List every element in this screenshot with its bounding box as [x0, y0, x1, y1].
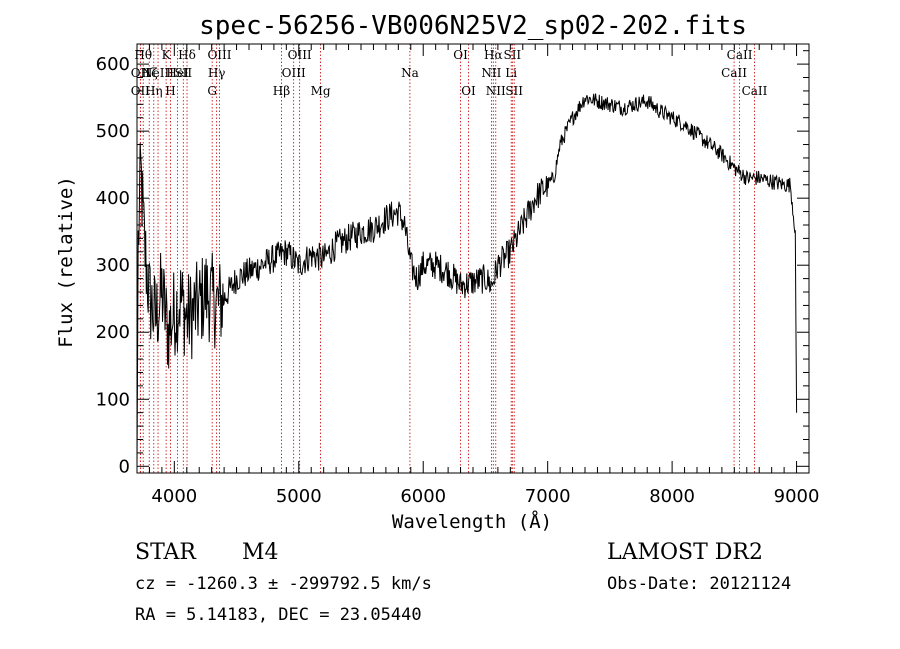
object-class: STAR	[135, 540, 196, 565]
y-tick-label-5: 500	[96, 121, 130, 142]
plot-frame	[136, 43, 810, 474]
y-tick-label-2: 200	[96, 322, 130, 343]
x-tick-label-1: 5000	[276, 486, 322, 507]
survey-name: LAMOST DR2	[607, 540, 763, 565]
line-label-17: Mg	[311, 84, 331, 98]
y-axis-label: Flux (relative)	[55, 176, 77, 348]
x-tick-label-3: 7000	[525, 486, 571, 507]
line-label-20: OI	[461, 84, 476, 98]
coordinates: RA = 5.14183, DEC = 23.05440	[135, 605, 422, 625]
y-tick-label-0: 0	[119, 456, 130, 477]
y-tick-label-6: 600	[96, 54, 130, 75]
line-label-28: CaII	[727, 48, 753, 62]
observation-date: Obs-Date: 20121124	[607, 574, 792, 594]
line-label-5: NeIII	[142, 66, 174, 80]
line-label-7: H	[165, 84, 175, 98]
emission-line-labels: HθOIIOIIHζHηNeIIIKHHeISIIHδGHγOIIIHβOIII…	[131, 48, 768, 98]
x-tick-label-0: 4000	[151, 486, 197, 507]
x-axis-ticks: 4000 5000 6000 7000 8000 9000	[148, 44, 820, 507]
line-label-8: HeI	[166, 66, 189, 80]
y-axis-ticks: 0 100 200 300 400 500 600	[96, 50, 809, 477]
line-label-10: Hδ	[178, 48, 196, 62]
x-tick-label-5: 9000	[774, 486, 820, 507]
y-tick-label-3: 300	[96, 255, 130, 276]
line-label-19: OI	[453, 48, 468, 62]
line-label-0: Hθ	[134, 48, 152, 62]
y-tick-label-4: 400	[96, 188, 130, 209]
x-tick-label-4: 8000	[649, 486, 695, 507]
redshift-velocity: cz = -1260.3 ± -299792.5 km/s	[135, 574, 432, 594]
object-subclass: M4	[242, 540, 279, 565]
line-label-29: CaII	[742, 84, 768, 98]
line-label-23: NII	[486, 84, 506, 98]
x-tick-label-2: 6000	[400, 486, 446, 507]
line-label-4: Hη	[145, 84, 163, 98]
y-tick-label-1: 100	[96, 389, 130, 410]
line-label-26: SII	[505, 84, 523, 98]
line-label-9: SII	[174, 66, 192, 80]
line-label-22: Hα	[484, 48, 503, 62]
line-label-21: NII	[481, 66, 501, 80]
line-label-3: Hζ	[141, 66, 158, 80]
line-label-18: Na	[401, 66, 419, 80]
line-label-15: OIII	[282, 66, 306, 80]
line-label-16: OIII	[288, 48, 312, 62]
line-label-14: Hβ	[273, 84, 290, 98]
line-label-27: CaII	[721, 66, 747, 80]
line-label-11: G	[207, 84, 217, 98]
line-label-1: OII	[131, 66, 151, 80]
spectrum-line	[136, 93, 798, 467]
line-label-12: Hγ	[208, 66, 226, 80]
chart-title: spec-56256-VB006N25V2_sp02-202.fits	[199, 11, 747, 41]
line-label-6: K	[162, 48, 172, 62]
x-axis-label: Wavelength (Å)	[392, 510, 552, 533]
line-label-13: OIII	[207, 48, 231, 62]
line-label-25: SII	[503, 48, 521, 62]
line-label-24: Li	[505, 66, 517, 80]
